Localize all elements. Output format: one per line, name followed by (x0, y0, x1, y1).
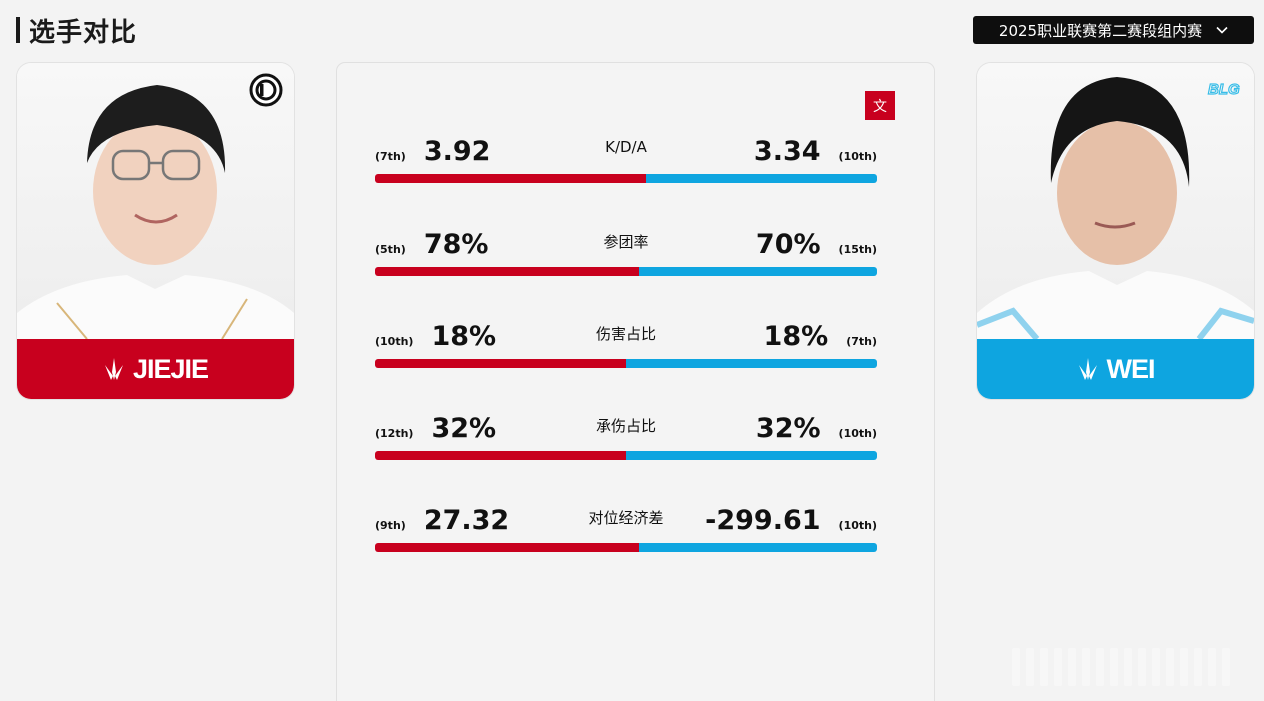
stat-right: 3.34 (10th) (754, 136, 877, 167)
watermark (1012, 648, 1230, 686)
comparison-bar-right (626, 451, 877, 460)
stat-left: (9th) 27.32 (375, 505, 509, 536)
stat-label: 伤害占比 (595, 325, 656, 343)
right-rank: (15th) (838, 243, 877, 256)
lpl-logo-icon (104, 358, 123, 380)
comparison-bar-left (375, 451, 626, 460)
season-dropdown[interactable]: 2025职业联赛第二赛段组内赛 (973, 16, 1254, 44)
player-card-left[interactable]: JIEJIE (17, 63, 294, 399)
stat-left: (10th) 18% (375, 321, 496, 352)
stat-label: K/D/A (605, 138, 647, 156)
comparison-bar (375, 359, 877, 368)
stat-left: (7th) 3.92 (375, 136, 490, 167)
svg-text:BLG: BLG (1208, 81, 1240, 98)
ig-team-logo-icon (249, 73, 283, 107)
stat-label: 参团率 (603, 233, 649, 251)
stat-row-participation: (5th) 78% 参团率 70% (15th) (375, 229, 877, 279)
right-value: -299.61 (705, 505, 821, 536)
left-value: 3.92 (423, 136, 491, 167)
player-card-right[interactable]: BLG WEI (977, 63, 1254, 399)
right-rank: (10th) (838, 150, 877, 163)
left-rank: (7th) (375, 150, 406, 163)
left-rank: (12th) (375, 427, 414, 440)
language-toggle-button[interactable]: 文 (865, 91, 895, 120)
comparison-bar-right (639, 543, 877, 552)
left-value: 78% (423, 229, 489, 260)
right-value: 18% (763, 321, 829, 352)
page-title: 选手对比 (29, 17, 138, 48)
lpl-logo-icon (1078, 358, 1097, 380)
comparison-bar (375, 267, 877, 276)
comparison-bar (375, 543, 877, 552)
player-nameplate-right: WEI (977, 339, 1254, 399)
stats-comparison-panel: 文 (7th) 3.92 K/D/A 3.34 (10th) (5th) 78%… (337, 63, 934, 701)
right-rank: (10th) (838, 427, 877, 440)
page-header: 选手对比 (16, 14, 138, 48)
left-rank: (9th) (375, 519, 406, 532)
title-accent-bar (16, 17, 20, 43)
stat-row-kda: (7th) 3.92 K/D/A 3.34 (10th) (375, 136, 877, 186)
left-value: 32% (431, 413, 497, 444)
right-rank: (7th) (846, 335, 877, 348)
stat-right: 70% (15th) (756, 229, 877, 260)
comparison-bar-left (375, 543, 640, 552)
comparison-bar-left (375, 174, 647, 183)
left-rank: (10th) (375, 335, 414, 348)
player-name-left: JIEJIE (132, 353, 209, 384)
stat-right: 32% (10th) (756, 413, 877, 444)
season-dropdown-value: 2025职业联赛第二赛段组内赛 (998, 21, 1203, 40)
stat-right: 18% (7th) (764, 321, 877, 352)
stat-right: -299.61 (10th) (705, 505, 877, 536)
chevron-down-icon (1216, 26, 1228, 34)
left-value: 18% (431, 321, 497, 352)
comparison-bar-left (375, 267, 640, 276)
comparison-bar-right (646, 174, 877, 183)
stat-row-gold-diff: (9th) 27.32 对位经济差 -299.61 (10th) (375, 505, 877, 555)
player-photo-right (977, 63, 1254, 339)
blg-team-logo-icon: BLG (1207, 80, 1240, 98)
left-value: 27.32 (423, 505, 510, 536)
comparison-bar (375, 451, 877, 460)
comparison-bar-right (626, 359, 877, 368)
stat-row-damage-taken-share: (12th) 32% 承伤占比 32% (10th) (375, 413, 877, 463)
comparison-bar (375, 174, 877, 183)
player-name-right: WEI (1106, 353, 1156, 384)
stat-row-damage-share: (10th) 18% 伤害占比 18% (7th) (375, 321, 877, 371)
stat-label: 承伤占比 (595, 417, 656, 435)
left-rank: (5th) (375, 243, 406, 256)
player-nameplate-left: JIEJIE (17, 339, 294, 399)
stat-label: 对位经济差 (588, 509, 664, 527)
right-rank: (10th) (838, 519, 877, 532)
right-value: 32% (755, 413, 821, 444)
comparison-bar-left (375, 359, 626, 368)
comparison-bar-right (639, 267, 877, 276)
right-value: 70% (755, 229, 821, 260)
stat-left: (12th) 32% (375, 413, 496, 444)
player-photo-left (17, 63, 294, 339)
right-value: 3.34 (753, 136, 821, 167)
stat-left: (5th) 78% (375, 229, 488, 260)
